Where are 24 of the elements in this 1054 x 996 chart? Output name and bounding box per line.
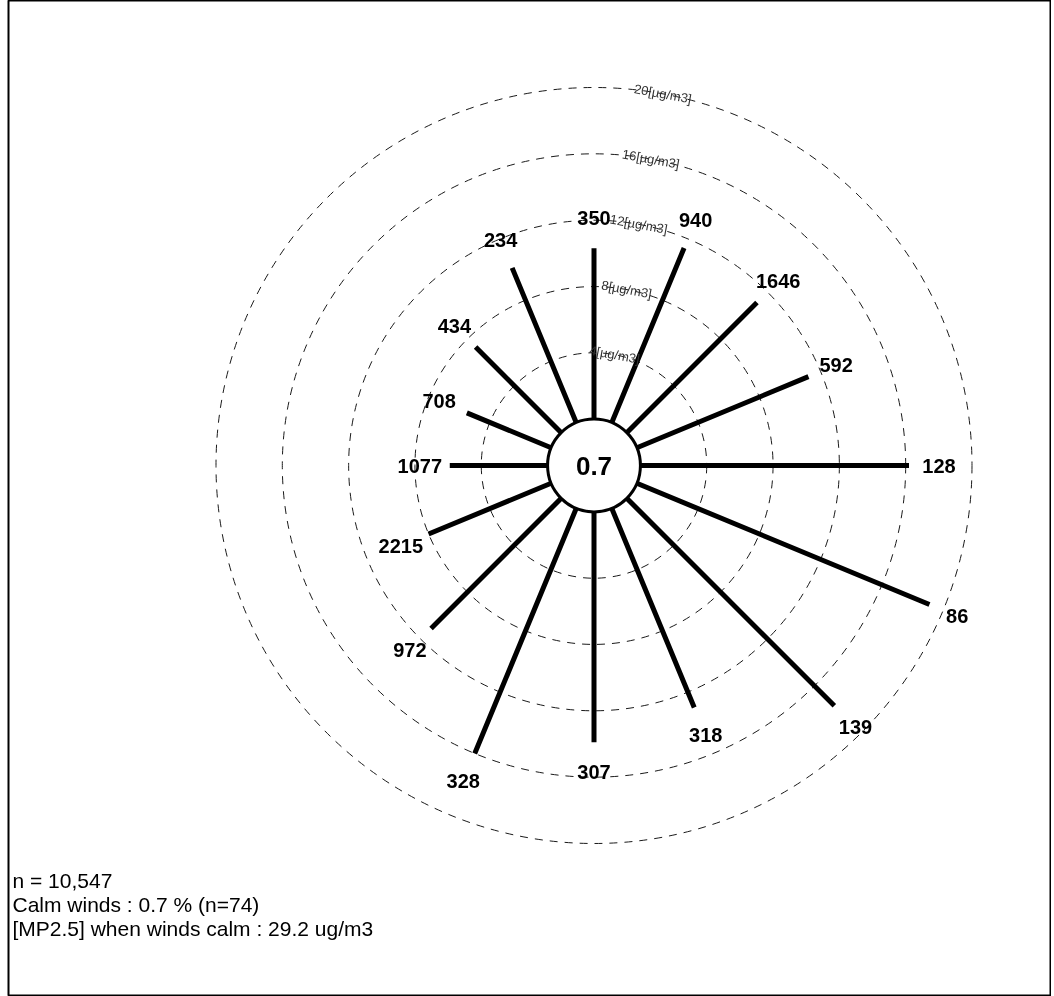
y-tick-label: 20[µg/m3] xyxy=(632,81,693,107)
spoke-label: 318 xyxy=(689,724,723,747)
spoke-label: 2215 xyxy=(378,534,424,557)
y-tick-label: 16[µg/m3] xyxy=(620,146,681,172)
spoke-label: 972 xyxy=(393,638,427,661)
spoke-label: 307 xyxy=(577,761,611,784)
spoke-label: 434 xyxy=(437,314,472,337)
spoke-label: 1646 xyxy=(755,270,801,293)
spoke-label: 139 xyxy=(838,716,873,739)
spoke-label: 350 xyxy=(577,207,611,230)
text: 0.7 xyxy=(575,450,613,481)
text: Calm winds : 0.7 % (n=74) xyxy=(12,893,260,916)
spoke-label: 592 xyxy=(819,354,853,377)
spoke-label: 708 xyxy=(422,390,456,413)
text: n = 10,547 xyxy=(12,869,113,892)
spoke-label: 1077 xyxy=(397,454,443,477)
text: [MP2.5] when winds calm : 29.2 ug/m3 xyxy=(12,917,374,940)
spoke-label: 86 xyxy=(946,604,969,627)
spoke-label: 128 xyxy=(922,454,956,477)
spoke-label: 328 xyxy=(446,770,480,793)
y-tick-label: 8[µg/m3] xyxy=(600,277,654,302)
spoke-label: 234 xyxy=(483,229,519,252)
spoke-label: 940 xyxy=(678,209,713,232)
y-tick-label: 4[µg/m3] xyxy=(588,342,641,367)
